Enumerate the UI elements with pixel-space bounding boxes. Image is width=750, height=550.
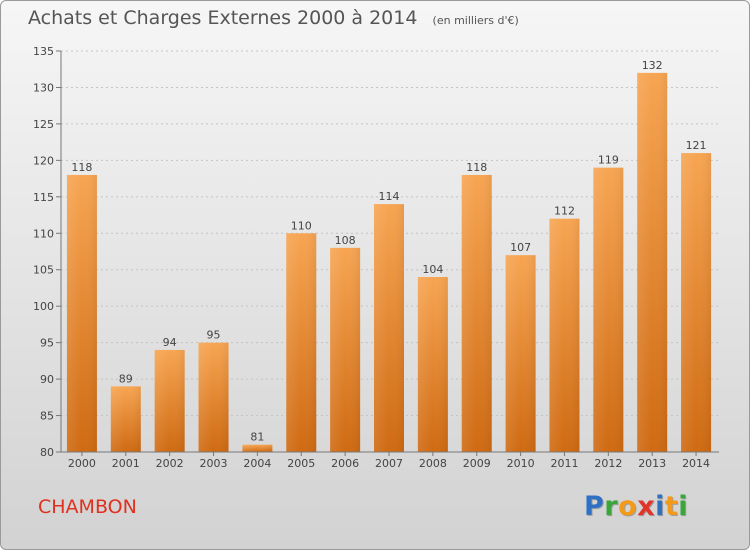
bar-value-label: 121 [686, 139, 707, 152]
brand-letter: t [664, 491, 679, 522]
x-tick-label: 2007 [375, 457, 403, 470]
y-tick-label: 85 [40, 410, 54, 423]
y-tick-label: 95 [40, 337, 54, 350]
y-tick-label: 130 [33, 81, 54, 94]
bar-value-label: 118 [71, 161, 92, 174]
y-tick-label: 80 [40, 446, 54, 459]
y-tick-label: 115 [33, 191, 54, 204]
bar-shine [549, 218, 580, 452]
bar-value-label: 114 [379, 190, 400, 203]
x-tick-label: 2004 [243, 457, 271, 470]
bar-shine [637, 72, 668, 452]
bar-value-label: 95 [207, 329, 221, 342]
bar-shine [505, 255, 536, 452]
x-tick-label: 2000 [68, 457, 96, 470]
brand-letter: r [604, 491, 619, 522]
bar-value-label: 81 [250, 431, 264, 444]
bar-shine [330, 247, 361, 452]
y-tick-label: 135 [33, 45, 54, 58]
bar-shine [66, 174, 97, 453]
brand-letter: i [678, 491, 689, 522]
x-tick-label: 2012 [594, 457, 622, 470]
bar-shine [681, 153, 712, 452]
x-tick-label: 2001 [112, 457, 140, 470]
bar-value-label: 89 [119, 372, 133, 385]
bar-value-label: 107 [510, 241, 531, 254]
bar-value-label: 104 [422, 263, 443, 276]
y-tick-label: 125 [33, 118, 54, 131]
x-tick-label: 2011 [550, 457, 578, 470]
x-tick-label: 2008 [419, 457, 447, 470]
bar-value-label: 94 [163, 336, 177, 349]
chart-subtitle: (en milliers d'€) [432, 14, 519, 27]
bar-shine [374, 204, 404, 452]
chart-title: Achats et Charges Externes 2000 à 2014 [28, 7, 418, 29]
x-tick-label: 2002 [156, 457, 184, 470]
place-name: CHAMBON [38, 496, 137, 518]
brand-letter: P [584, 491, 605, 522]
brand-letter: x [637, 491, 656, 522]
brand-letter: i [655, 491, 665, 522]
bar-value-label: 112 [554, 205, 575, 218]
bar-shine [110, 386, 141, 452]
x-tick-label: 2003 [200, 457, 228, 470]
title-row: Achats et Charges Externes 2000 à 2014 (… [28, 7, 519, 29]
y-tick-label: 90 [40, 373, 54, 386]
y-tick-label: 120 [33, 154, 54, 167]
x-tick-label: 2014 [682, 457, 710, 470]
y-tick-label: 100 [33, 300, 54, 313]
x-tick-label: 2013 [638, 457, 666, 470]
x-tick-label: 2010 [507, 457, 535, 470]
bar-shine [242, 444, 273, 452]
brand-logo: Proxiti [584, 491, 688, 522]
bar-shine [593, 167, 624, 452]
bar-value-label: 118 [466, 161, 487, 174]
x-tick-label: 2005 [287, 457, 315, 470]
bar-shine [286, 233, 317, 452]
x-tick-label: 2009 [463, 457, 491, 470]
bar-value-label: 110 [291, 219, 312, 232]
bar-layer: 118 89 94 95 81 110 108 114 104 118 107 112 119 132 12… [66, 59, 712, 453]
x-tick-label: 2006 [331, 457, 359, 470]
bar-shine [417, 277, 448, 452]
bar-value-label: 108 [335, 234, 356, 247]
bar-shine [154, 349, 185, 452]
bar-value-label: 132 [642, 59, 663, 72]
bar-shine [461, 174, 492, 453]
brand-letter: o [618, 491, 638, 522]
bar-shine [198, 342, 229, 452]
bar-value-label: 119 [598, 154, 619, 167]
y-tick-label: 110 [33, 227, 54, 240]
y-tick-label: 105 [33, 264, 54, 277]
axis-layer: 80 85 90 95 100 105 110 115 120 125 130 135 2000 2001… [33, 45, 719, 470]
